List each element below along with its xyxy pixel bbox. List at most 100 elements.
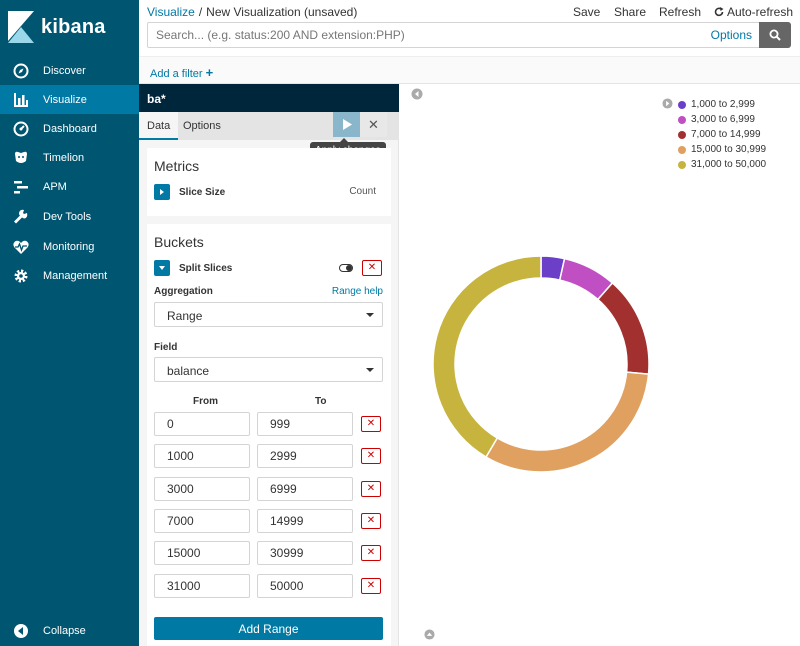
remove-bucket-button[interactable]: ✕ [362, 260, 382, 276]
aggregation-select[interactable]: Range [154, 302, 383, 327]
visualization-area: 1,000 to 2,999 3,000 to 6,999 7,000 to 14,… [400, 84, 800, 646]
sidebar-item-apm[interactable]: APM [0, 172, 139, 201]
range-to-input[interactable] [257, 476, 353, 501]
app-name: kibana [41, 15, 106, 38]
chart-legend: 1,000 to 2,999 3,000 to 6,999 7,000 to 14,… [678, 97, 766, 172]
kibana-logo[interactable]: kibana [8, 10, 133, 44]
collapse-icon [14, 624, 28, 638]
remove-range-button[interactable]: ✕ [361, 448, 381, 465]
search-options-button[interactable]: Options [710, 28, 752, 42]
collapse-editor-icon[interactable] [411, 88, 423, 100]
tab-options[interactable]: Options [183, 120, 221, 132]
buckets-title: Buckets [154, 234, 204, 250]
range-to-input[interactable] [257, 508, 353, 533]
donut-slice[interactable] [596, 281, 650, 375]
sidebar-item-label: Monitoring [43, 240, 95, 253]
range-from-input[interactable] [154, 444, 250, 469]
refresh-button[interactable]: Refresh [659, 5, 702, 19]
bar-chart-icon [14, 92, 28, 107]
close-icon: ✕ [366, 482, 376, 494]
sidebar: kibana Discover Visualize Dashboard Time… [0, 0, 139, 646]
range-to-input[interactable] [257, 573, 353, 598]
legend-label: 15,000 to 30,999 [691, 144, 767, 155]
sidebar-item-discover[interactable]: Discover [0, 56, 139, 85]
close-icon: ✕ [366, 418, 376, 429]
legend-swatch [678, 100, 686, 109]
remove-range-button[interactable]: ✕ [361, 512, 381, 529]
range-from-input[interactable] [154, 476, 250, 501]
metric-expand-button[interactable] [154, 184, 170, 200]
range-from-input[interactable] [154, 508, 250, 533]
buckets-card: Buckets Split Slices ✕ Aggregation Range… [147, 224, 391, 646]
remove-range-button[interactable]: ✕ [361, 545, 381, 562]
range-from-input[interactable] [154, 573, 250, 598]
range-to-input[interactable] [257, 412, 353, 436]
search-input[interactable] [148, 23, 678, 47]
auto-refresh-button[interactable]: Auto-refresh [714, 5, 793, 19]
sidebar-item-dev-tools[interactable]: Dev Tools [0, 202, 139, 231]
dashboard-icon [13, 121, 29, 136]
legend-item[interactable]: 1,000 to 2,999 [678, 97, 766, 112]
search-icon [769, 29, 781, 41]
scroll-up-icon[interactable] [424, 629, 435, 640]
range-from-input[interactable] [154, 412, 250, 436]
index-pattern-title: ba* [139, 84, 399, 112]
from-column-header: From [193, 396, 218, 407]
range-help-link[interactable]: Range help [331, 286, 383, 297]
legend-label: 1,000 to 2,999 [691, 99, 755, 110]
breadcrumb: Visualize / New Visualization (unsaved) [147, 5, 357, 19]
editor-panel: ba* Data Options ✕ Apply changes Metrics… [139, 84, 399, 646]
chevron-right-icon [160, 189, 164, 195]
metrics-card: Metrics Slice Size Count [147, 148, 391, 216]
breadcrumb-separator: / [198, 5, 203, 19]
tab-data[interactable]: Data [139, 112, 179, 140]
breadcrumb-current: New Visualization (unsaved) [206, 5, 358, 19]
sidebar-item-management[interactable]: Management [0, 261, 139, 290]
add-filter-button[interactable]: Add a filter + [150, 65, 213, 80]
add-range-button[interactable]: Add Range [154, 617, 383, 640]
field-select[interactable]: balance [154, 357, 383, 382]
legend-item[interactable]: 3,000 to 6,999 [678, 112, 766, 127]
chevron-down-icon [159, 266, 165, 270]
legend-swatch [678, 160, 686, 169]
compass-icon [13, 63, 29, 78]
range-from-input[interactable] [154, 541, 250, 566]
bucket-agg-title: Split Slices [179, 263, 233, 274]
field-label: Field [154, 342, 178, 353]
apply-changes-button[interactable] [333, 112, 360, 137]
close-icon: ✕ [367, 262, 377, 273]
sidebar-item-timelion[interactable]: Timelion [0, 143, 139, 172]
bucket-collapse-button[interactable] [154, 260, 170, 276]
toggle-legend-icon[interactable] [662, 98, 673, 109]
legend-swatch [678, 115, 686, 124]
sidebar-item-label: Timelion [43, 151, 85, 164]
collapse-button[interactable]: Collapse [0, 617, 139, 645]
sidebar-item-dashboard[interactable]: Dashboard [0, 114, 139, 143]
breadcrumb-visualize-link[interactable]: Visualize [147, 5, 195, 19]
aggregation-select-value: Range [167, 309, 203, 323]
legend-item[interactable]: 7,000 to 14,999 [678, 127, 766, 142]
metric-agg-title: Slice Size [179, 187, 226, 198]
heartbeat-icon [13, 240, 29, 254]
legend-item[interactable]: 15,000 to 30,999 [678, 142, 766, 157]
remove-range-button[interactable]: ✕ [361, 480, 381, 497]
toggle-bucket-button[interactable] [337, 260, 355, 276]
range-to-input[interactable] [257, 541, 353, 566]
remove-range-button[interactable]: ✕ [361, 416, 381, 432]
sidebar-item-visualize[interactable]: Visualize [0, 85, 139, 114]
save-button[interactable]: Save [573, 5, 601, 19]
sidebar-item-label: Visualize [43, 93, 87, 106]
share-button[interactable]: Share [614, 5, 647, 19]
search-button[interactable] [759, 22, 791, 48]
discard-changes-button[interactable]: ✕ [360, 112, 387, 137]
legend-item[interactable]: 31,000 to 50,000 [678, 157, 766, 172]
legend-label: 7,000 to 14,999 [691, 129, 761, 140]
range-to-input[interactable] [257, 444, 353, 469]
donut-slice[interactable] [432, 255, 542, 458]
sidebar-item-label: APM [43, 180, 67, 193]
legend-swatch [678, 130, 686, 139]
sidebar-item-monitoring[interactable]: Monitoring [0, 232, 139, 261]
donut-slice[interactable] [484, 371, 650, 473]
sidebar-item-label: Management [43, 269, 108, 282]
remove-range-button[interactable]: ✕ [361, 577, 381, 594]
